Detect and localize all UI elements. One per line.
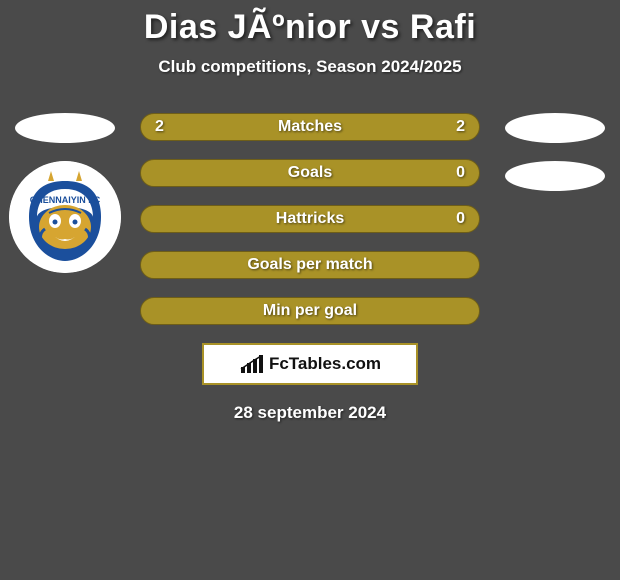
stat-label: Matches (278, 118, 342, 136)
brand-attribution: FcTables.com (202, 343, 418, 385)
stat-bars: 2 Matches 2 Goals 0 Hattricks 0 Goals pe… (140, 113, 480, 325)
brand-text: FcTables.com (269, 354, 381, 374)
stat-bar-matches: 2 Matches 2 (140, 113, 480, 141)
svg-text:CHENNAIYIN FC: CHENNAIYIN FC (30, 195, 101, 205)
stat-bar-goals: Goals 0 (140, 159, 480, 187)
page-subtitle: Club competitions, Season 2024/2025 (0, 57, 620, 77)
stat-label: Min per goal (263, 302, 357, 320)
right-player-column (500, 113, 610, 191)
player-left-placeholder (15, 113, 115, 143)
stat-label: Goals per match (247, 256, 372, 274)
stat-bar-min-per-goal: Min per goal (140, 297, 480, 325)
left-player-column: CHENNAIYIN FC (10, 113, 120, 273)
snapshot-date: 28 september 2024 (0, 403, 620, 423)
bar-chart-icon (239, 353, 263, 375)
stat-right-value: 0 (453, 164, 465, 182)
team-badge-left: CHENNAIYIN FC (9, 161, 121, 273)
page-title: Dias JÃºnior vs Rafi (0, 0, 620, 47)
comparison-panel: CHENNAIYIN FC 2 Matches 2 Goals (0, 113, 620, 423)
team-right-placeholder (505, 161, 605, 191)
stat-right-value: 2 (453, 118, 465, 136)
chennaiyin-fc-logo-icon: CHENNAIYIN FC (9, 161, 121, 273)
stat-label: Hattricks (276, 210, 344, 228)
stat-left-value: 2 (155, 118, 167, 136)
stat-bar-hattricks: Hattricks 0 (140, 205, 480, 233)
stat-bar-goals-per-match: Goals per match (140, 251, 480, 279)
player-right-placeholder (505, 113, 605, 143)
stat-right-value: 0 (453, 210, 465, 228)
stat-label: Goals (288, 164, 332, 182)
